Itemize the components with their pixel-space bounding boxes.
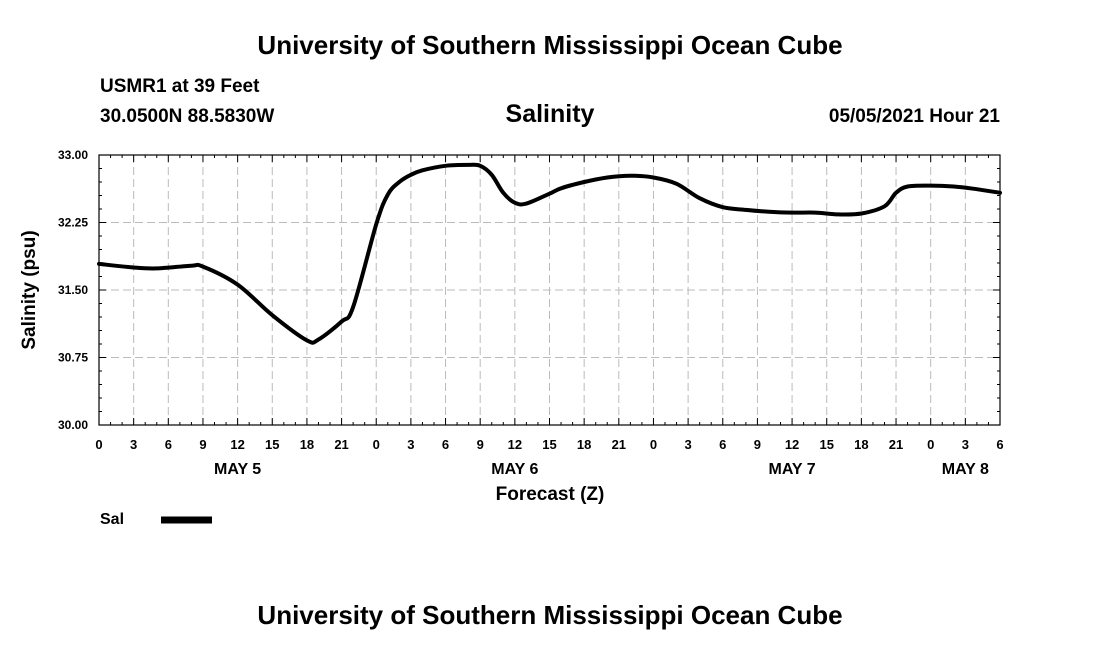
x-tick-label: 6 (996, 437, 1003, 452)
x-tick-label: 18 (577, 437, 591, 452)
footer-title: University of Southern Mississippi Ocean… (257, 600, 843, 630)
y-tick-labels: 30.00 30.75 31.50 32.25 33.00 (58, 148, 88, 432)
x-tick-label: 18 (854, 437, 868, 452)
x-tick-label: 12 (230, 437, 244, 452)
plot-frame (98, 154, 1001, 426)
x-tick-label: 0 (650, 437, 657, 452)
grid-lines (99, 155, 1000, 425)
y-tick-label: 30.00 (58, 418, 88, 432)
x-tick-label: 18 (300, 437, 314, 452)
chart-title: Salinity (505, 100, 595, 128)
x-axis-label: Forecast (Z) (496, 484, 605, 505)
x-tick-label: 15 (542, 437, 556, 452)
x-tick-labels: 0 3 6 9 12 15 18 21 0 3 6 9 12 15 18 21 0 3 6 9 12 15 18 21 0 3 6 (95, 437, 1003, 452)
x-tick-label: 0 (95, 437, 102, 452)
day-labels: MAY 5 MAY 6 MAY 7 MAY 8 (214, 461, 989, 478)
x-tick-label: 12 (785, 437, 799, 452)
forecast-datetime: 05/05/2021 Hour 21 (828, 106, 1000, 127)
x-tick-label: 6 (442, 437, 449, 452)
x-tick-label: 9 (477, 437, 484, 452)
x-tick-label: 15 (265, 437, 279, 452)
day-label: MAY 5 (214, 461, 261, 478)
x-tick-label: 21 (612, 437, 626, 452)
y-tick-label: 33.00 (58, 148, 88, 162)
x-tick-label: 3 (962, 437, 969, 452)
x-tick-label: 3 (130, 437, 137, 452)
x-tick-label: 9 (754, 437, 761, 452)
x-tick-label: 6 (719, 437, 726, 452)
salinity-series-line (97, 162, 1002, 345)
x-tick-label: 3 (684, 437, 691, 452)
page-title: University of Southern Mississippi Ocean… (257, 30, 843, 60)
y-tick-label: 31.50 (58, 283, 88, 297)
y-axis-label: Salinity (psu) (19, 230, 40, 349)
x-tick-label: 0 (373, 437, 380, 452)
x-tick-label: 12 (508, 437, 522, 452)
x-tick-label: 21 (889, 437, 903, 452)
x-tick-label: 3 (407, 437, 414, 452)
y-tick-label: 30.75 (58, 351, 88, 365)
day-label: MAY 7 (769, 461, 816, 478)
station-label: USMR1 at 39 Feet (100, 76, 260, 97)
x-tick-label: 6 (165, 437, 172, 452)
x-tick-label: 0 (927, 437, 934, 452)
x-tick-label: 21 (334, 437, 348, 452)
y-tick-label: 32.25 (58, 216, 88, 230)
x-tick-label: 15 (819, 437, 833, 452)
station-coordinates: 30.0500N 88.5830W (100, 106, 275, 127)
x-tick-label: 9 (199, 437, 206, 452)
legend-label: Sal (100, 511, 124, 528)
day-label: MAY 8 (942, 461, 989, 478)
day-label: MAY 6 (491, 461, 538, 478)
